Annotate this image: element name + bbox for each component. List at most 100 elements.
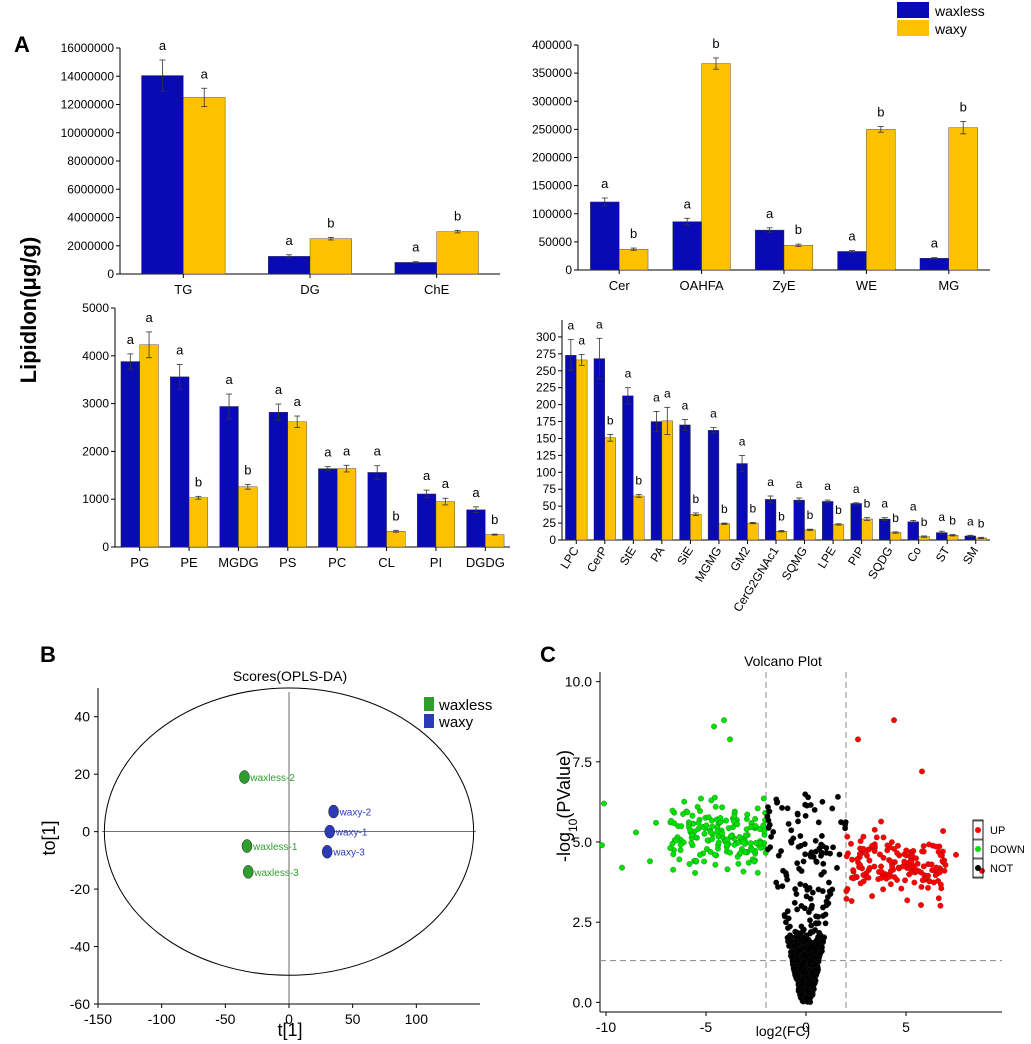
bar-waxless [170,376,190,548]
volcano-point-down [633,829,639,836]
volcano-point-not [766,808,772,815]
y-tick-label: 5.0 [573,834,593,850]
x-category-label: PI [430,555,442,570]
x-tick-label: -150 [84,1011,112,1027]
volcano-point-not [810,943,817,949]
x-category-label: ZyE [772,278,795,293]
score-point-waxless-2 [239,770,250,784]
volcano-point-down [701,858,708,865]
volcano-point-not [796,947,803,953]
legend-label-down: DOWN [990,844,1025,856]
volcano-point-down [653,819,659,826]
volcano-point-up [913,855,919,862]
volcano-point-up [898,885,905,892]
volcano-point-not [789,957,796,964]
volcano-point-down [697,851,703,858]
y-tick-label: 150 [536,431,556,445]
score-point-waxy-1 [324,824,335,839]
significance-letter: a [848,229,856,244]
volcano-point-not [818,871,825,878]
y-tick-label: 50000 [539,235,573,249]
x-tick-label: -100 [148,1011,176,1027]
volcano-point-not [779,883,786,890]
volcano-point-not [793,891,800,897]
volcano-point-down [695,820,702,826]
volcano-point-not [788,827,795,834]
volcano-point-down [719,830,726,837]
x-category-label: ST [933,544,953,565]
bar-waxy [661,420,673,541]
significance-letter: b [807,508,814,522]
y-tick-label: 250000 [532,122,572,136]
volcano-point-not [795,933,801,940]
volcano-point-not [795,972,802,979]
volcano-point-down [647,858,653,865]
bar-waxy [287,421,307,548]
bar-chart-tg-dg-che: 0 2000000 4000000 6000000 8000000 10000000 120… [61,38,500,297]
y-tick-label: 300 [536,330,556,344]
significance-letter: a [664,386,671,400]
x-category-label: PA [648,544,668,564]
volcano-point-up [857,880,864,887]
volcano-point-not [779,804,785,811]
bar-waxy [336,468,357,548]
volcano-point-not [803,995,810,1002]
volcano-point-not [818,841,825,848]
y-tick-label: 10.0 [565,674,592,690]
volcano-point-not [807,930,814,937]
bar-waxy [804,529,816,541]
x-category-label: MGDG [218,555,258,570]
y-tick-label: 125 [536,448,556,462]
volcano-point-not [802,812,809,819]
score-point-waxless-1 [241,839,253,853]
volcano-point-up [937,852,944,859]
legend-key-box [972,858,984,878]
volcano-point-up [938,885,945,892]
volcano-point-up [928,861,935,868]
volcano-point-not [794,906,801,913]
volcano-point-up [932,872,939,879]
volcano-point-not [794,860,801,867]
y-tick-label: 0 [107,267,114,281]
x-category-label: SM [960,544,981,567]
volcano-point-not [802,851,809,858]
volcano-point-up [942,862,949,868]
volcano-point-up [880,886,887,893]
bar-waxy [436,231,479,275]
score-point-label: waxless-1 [252,842,298,853]
volcano-point-not [809,889,816,896]
bar-waxless [416,493,437,548]
volcano-point-up [891,845,898,852]
bar-waxless [219,406,239,548]
volcano-point-not [788,838,794,845]
x-tick-label: 0 [285,1011,293,1027]
volcano-point-up [878,869,885,875]
volcano-point-down [698,795,704,802]
significance-letter: a [275,382,283,397]
volcano-point-up [894,850,901,856]
volcano-point-not [805,794,811,801]
y-tick-label: 2000 [82,444,109,458]
significance-letter: b [960,100,967,115]
volcano-point-up [854,856,861,862]
bar-waxless [318,468,338,548]
y-tick-label: 3000 [82,397,109,411]
volcano-point-up [878,863,884,870]
volcano-point-down [678,823,685,830]
significance-letter: a [472,485,480,500]
volcano-point-up [903,847,910,854]
volcano-point-up [925,884,931,891]
x-tick-label: -5 [700,1019,713,1035]
significance-letter: b [921,515,928,529]
volcano-point-up [929,867,936,874]
significance-letter: b [635,474,642,488]
y-tick-label: 2.5 [573,914,593,930]
bar-waxless [394,262,437,275]
bar-waxy [866,129,896,271]
bar-waxy [485,534,505,548]
y-tick-label: 0 [549,533,556,547]
bar-waxy [435,501,455,548]
volcano-point-up [912,866,919,873]
significance-letter: a [578,334,585,348]
significance-letter: b [195,474,202,489]
